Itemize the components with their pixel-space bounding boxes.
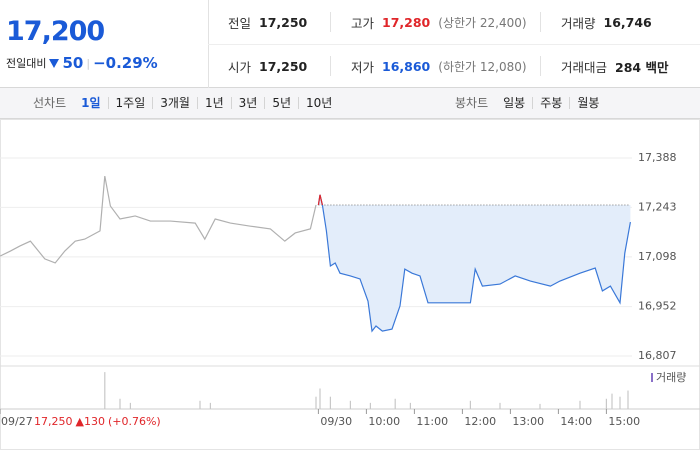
tab[interactable]: 3개월	[152, 97, 197, 109]
x-tick-label: 09/30	[320, 415, 352, 428]
chart: 17,388 17,243 17,098 16,952 16,807 09/27 09/30…	[0, 119, 700, 450]
x-tick-label: 12:00	[464, 415, 496, 428]
change-line: 전일대비 50 | −0.29%	[6, 54, 158, 72]
stat-value: 16,746	[603, 14, 652, 30]
candle-tabs: 봉차트 일봉 주봉 월봉	[448, 88, 606, 118]
stat-note: (하한가 12,080)	[438, 59, 527, 74]
stat-label: 저가	[351, 59, 375, 75]
stats-table: 전일 17,250 고가 17,280 (상한가 22,400) 거래량 16,746 시가 1…	[208, 0, 700, 88]
x-tick-label: 10:00	[368, 415, 400, 428]
prev-close-change: ▲130	[76, 415, 105, 428]
prev-close-change-pct: (+0.76%)	[108, 415, 161, 428]
line-tabs: 선차트 1일 1주일 3개월 1년 3년 5년 10년	[26, 88, 339, 118]
stat-cell: 거래대금 284 백만	[540, 56, 700, 76]
x-tick-label: 15:00	[608, 415, 640, 428]
tab-bar: 선차트 1일 1주일 3개월 1년 3년 5년 10년 봉차트 일봉 주봉 월봉	[0, 88, 700, 119]
stat-value: 17,280	[382, 14, 431, 30]
stat-label: 거래대금	[561, 59, 608, 75]
stat-value: 284 백만	[615, 59, 669, 75]
change-percent: −0.29%	[93, 54, 158, 72]
stat-cell: 거래량 16,746	[540, 12, 700, 32]
stat-label: 전일	[228, 15, 252, 31]
down-icon	[49, 59, 60, 68]
x-tick-label: 11:00	[416, 415, 448, 428]
quote-header: 17,200 전일대비 50 | −0.29% 전일 17,250 고가 17,280…	[0, 0, 700, 88]
stats-row: 시가 17,250 저가 16,860 (하한가 12,080) 거래대금 284 백만	[208, 44, 700, 88]
stat-label: 거래량	[561, 15, 596, 31]
x-tick-label: 09/27	[1, 415, 33, 428]
y-tick-label: 16,807	[638, 349, 677, 362]
tab[interactable]: 월봉	[569, 97, 606, 109]
stat-label: 고가	[351, 15, 375, 31]
price-line	[317, 194, 631, 333]
tab-group-label: 봉차트	[455, 96, 489, 110]
prev-close-note: 17,250 ▲130 (+0.76%)	[34, 415, 161, 428]
area	[318, 194, 631, 332]
stat-value: 16,860	[382, 58, 431, 74]
stat-value: 17,250	[259, 14, 308, 30]
legend-label: 거래량	[656, 371, 686, 384]
stat-value: 17,250	[259, 58, 308, 74]
change-value: 50	[62, 54, 84, 72]
tab[interactable]: 3년	[230, 97, 265, 109]
y-tick-label: 16,952	[638, 300, 677, 313]
tab[interactable]: 10년	[298, 97, 339, 109]
stat-cell: 저가 16,860 (하한가 12,080)	[330, 56, 540, 76]
prev-close-price: 17,250	[34, 415, 73, 428]
price-box: 17,200 전일대비 50 | −0.29%	[0, 0, 209, 88]
tab-group-label: 선차트	[33, 96, 67, 110]
stat-cell: 시가 17,250	[208, 56, 330, 76]
y-tick-label: 17,098	[638, 250, 677, 263]
tab[interactable]: 일봉	[503, 96, 526, 110]
current-price: 17,200	[6, 16, 105, 47]
stat-note: (상한가 22,400)	[438, 15, 527, 30]
stat-cell: 고가 17,280 (상한가 22,400)	[330, 12, 540, 32]
divider: |	[86, 56, 91, 70]
stats-row: 전일 17,250 고가 17,280 (상한가 22,400) 거래량 16,746	[208, 0, 700, 45]
tab[interactable]: 1년	[196, 97, 231, 109]
tab[interactable]: 1주일	[107, 97, 153, 109]
price-line	[0, 175, 317, 264]
legend-swatch	[651, 373, 653, 382]
change-label: 전일대비	[6, 57, 47, 70]
stat-cell: 전일 17,250	[208, 12, 330, 32]
y-tick-label: 17,243	[638, 200, 677, 213]
tab[interactable]: 주봉	[532, 97, 569, 109]
y-tick-label: 17,388	[638, 151, 677, 164]
x-tick-label: 14:00	[560, 415, 592, 428]
stat-label: 시가	[228, 59, 252, 75]
x-tick-label: 13:00	[512, 415, 544, 428]
tab[interactable]: 5년	[264, 97, 298, 109]
tab[interactable]: 1일	[81, 96, 101, 110]
